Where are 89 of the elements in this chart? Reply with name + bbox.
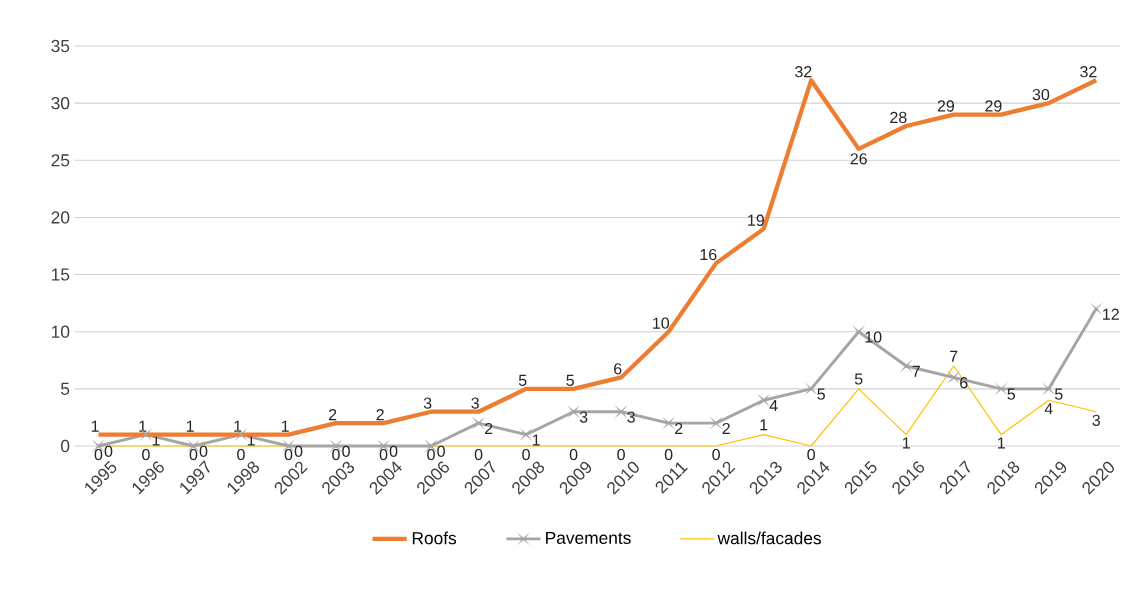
data-label: 0	[104, 445, 113, 457]
point	[519, 427, 533, 442]
data-label: 1	[234, 420, 242, 432]
point	[471, 416, 486, 430]
data-label: 1	[281, 420, 289, 432]
y-tick-label: 10	[52, 325, 70, 338]
point	[804, 382, 818, 396]
data-label: 32	[795, 66, 812, 78]
data-label: 32	[1080, 66, 1097, 78]
data-label: 2	[675, 422, 683, 435]
data-label: 5	[817, 388, 825, 400]
data-label: 29	[937, 100, 954, 112]
data-label: 30	[1032, 88, 1050, 101]
y-tick-label: 15	[52, 268, 70, 281]
data-label: 12	[1103, 308, 1119, 320]
y-tick-label: 35	[51, 39, 70, 53]
data-label: 5	[566, 374, 574, 386]
data-label: 0	[437, 445, 445, 457]
data-label: 5	[518, 374, 527, 386]
data-label: 1	[186, 420, 194, 432]
data-label: 0	[389, 445, 398, 457]
data-label: 2	[376, 409, 384, 421]
data-label: 7	[912, 365, 920, 377]
data-label: 0	[522, 448, 530, 461]
point	[899, 359, 913, 373]
data-label: 19	[748, 214, 764, 226]
data-label: 7	[950, 350, 958, 362]
data-label: 0	[379, 448, 388, 461]
point	[661, 416, 676, 430]
data-label: 4	[769, 400, 778, 412]
data-label: 0	[569, 448, 578, 461]
data-label: 29	[985, 100, 1002, 112]
legend-label: Roofs	[412, 531, 457, 545]
data-label: 5	[1007, 388, 1016, 400]
data-label: 16	[700, 248, 717, 261]
y-tick-label: 5	[61, 382, 70, 395]
data-label: 26	[850, 153, 867, 165]
data-label: 0	[142, 448, 150, 461]
point	[566, 405, 581, 419]
legend-label: walls/facades	[717, 531, 821, 545]
data-label: 0	[199, 445, 208, 457]
data-label: 2	[722, 422, 730, 435]
data-label: 1	[139, 420, 147, 432]
point	[709, 416, 723, 430]
data-label: 10	[865, 331, 882, 343]
data-label: 0	[664, 448, 673, 461]
data-label: 3	[1092, 414, 1100, 426]
data-label: 1	[532, 434, 540, 446]
data-label: 2	[484, 422, 493, 435]
point	[1042, 382, 1056, 396]
data-label: 6	[614, 363, 622, 375]
data-label: 1	[91, 420, 99, 432]
data-label: 0	[237, 448, 245, 461]
data-label: 1	[902, 437, 910, 449]
data-label: 3	[627, 411, 635, 423]
data-label: 5	[1054, 388, 1063, 400]
data-label: 3	[579, 411, 588, 423]
data-label: 4	[1044, 403, 1053, 415]
data-label: 3	[471, 397, 479, 409]
point	[614, 405, 628, 419]
y-tick-label: 30	[51, 97, 70, 110]
point	[994, 382, 1008, 396]
data-label: 0	[284, 448, 293, 461]
data-label: 0	[427, 448, 435, 461]
data-label: 10	[653, 317, 670, 329]
data-label: 0	[807, 448, 815, 461]
data-label: 1	[760, 419, 768, 431]
y-tick-label: 25	[51, 154, 70, 167]
data-label: 0	[712, 448, 720, 461]
y-tick-label: 0	[60, 439, 70, 453]
point	[1089, 302, 1103, 316]
point	[947, 370, 961, 385]
point	[852, 325, 866, 339]
data-label: 0	[342, 445, 350, 457]
data-label: 6	[960, 377, 968, 389]
data-label: 0	[94, 448, 103, 461]
data-label: 2	[328, 409, 337, 421]
data-label: 5	[854, 373, 863, 385]
data-label: 0	[617, 448, 625, 461]
point	[756, 393, 771, 407]
data-label: 0	[294, 445, 303, 457]
data-label: 0	[474, 448, 483, 461]
y-tick-label: 20	[51, 211, 70, 224]
data-label: 0	[332, 448, 340, 461]
data-label: 0	[189, 448, 198, 461]
data-label: 3	[423, 397, 432, 409]
legend-label: Pavements	[546, 531, 631, 545]
data-label: 1	[997, 437, 1005, 449]
data-label: 28	[890, 111, 907, 124]
